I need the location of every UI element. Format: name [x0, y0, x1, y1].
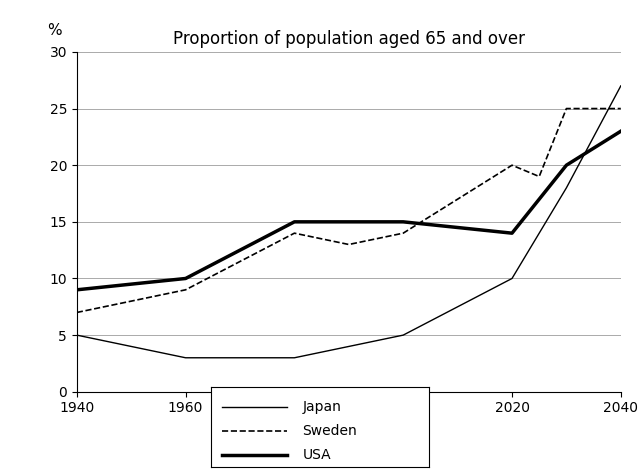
USA: [399, 219, 407, 225]
Title: Proportion of population aged 65 and over: Proportion of population aged 65 and ove…: [173, 30, 525, 48]
X-axis label: Year: Year: [333, 421, 365, 436]
USA: [73, 287, 81, 293]
USA: [291, 219, 298, 225]
USA: [617, 128, 625, 134]
Text: %: %: [47, 23, 61, 38]
Sweden: [617, 106, 625, 111]
Sweden: [563, 106, 570, 111]
Japan: [291, 355, 298, 361]
Japan: [563, 185, 570, 191]
Line: Japan: Japan: [77, 86, 621, 358]
Text: Japan: Japan: [303, 400, 342, 414]
Sweden: [345, 242, 353, 247]
Line: Sweden: Sweden: [77, 109, 621, 312]
Japan: [508, 276, 516, 281]
Japan: [399, 332, 407, 338]
Japan: [73, 332, 81, 338]
Sweden: [291, 230, 298, 236]
Sweden: [399, 230, 407, 236]
Text: USA: USA: [303, 448, 332, 462]
USA: [563, 162, 570, 168]
Sweden: [535, 174, 543, 179]
USA: [182, 276, 189, 281]
Line: USA: USA: [77, 131, 621, 290]
Japan: [182, 355, 189, 361]
Sweden: [182, 287, 189, 293]
Text: Sweden: Sweden: [303, 424, 357, 438]
Sweden: [73, 310, 81, 315]
USA: [508, 230, 516, 236]
Japan: [617, 83, 625, 89]
Sweden: [508, 162, 516, 168]
